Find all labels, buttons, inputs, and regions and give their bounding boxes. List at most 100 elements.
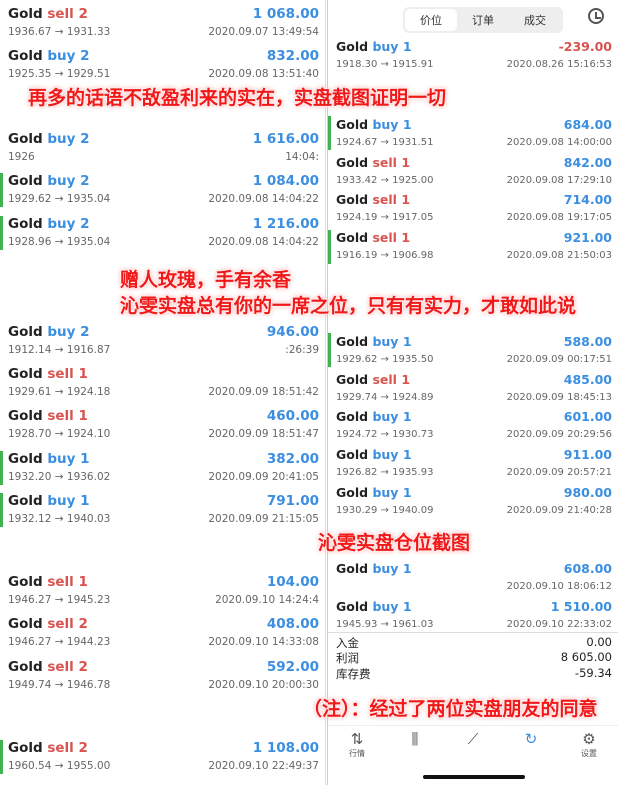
side: buy xyxy=(47,215,76,232)
nav-item[interactable]: ⫼ xyxy=(395,730,435,771)
trade-row[interactable]: Gold buy 2 946.00 1912.14 → 1916.87:26:39 xyxy=(0,322,325,360)
trade-row[interactable]: Gold buy 1 608.00 2020.09.10 18:06:12 xyxy=(328,559,618,597)
trade-title: Gold buy 2 xyxy=(8,216,90,232)
trade-title: Gold buy 2 xyxy=(8,324,90,340)
left-trade-history: Gold sell 2 1 068.00 1936.67 → 1931.33 2020… xyxy=(0,0,326,785)
closed-marker xyxy=(0,215,3,250)
trade-title: Gold buy 1 xyxy=(336,599,412,614)
trade-title: Gold sell 1 xyxy=(336,192,410,207)
volume: 2 xyxy=(80,215,90,232)
trade-row[interactable]: Gold buy 1 791.00 1932.12 → 1940.03 2020.09… xyxy=(0,491,325,529)
trade-row[interactable]: Gold buy 1 -239.00 1918.30 → 1915.91 2020.0… xyxy=(328,36,618,74)
symbol: Gold xyxy=(336,484,369,500)
volume: 1 xyxy=(80,450,90,467)
trade-row[interactable]: Gold buy 1 684.00 1924.67 → 1931.51 2020.09… xyxy=(328,114,618,152)
symbol: Gold xyxy=(8,450,43,467)
volume: 1 xyxy=(401,230,411,246)
trade-row[interactable]: Gold sell 2 408.00 1946.27 → 1944.23 2020.0… xyxy=(0,614,325,652)
clock-icon[interactable] xyxy=(588,8,604,24)
volume: 1 xyxy=(402,447,412,463)
trade-row[interactable]: Gold buy 1 601.00 1924.72 → 1930.73 2020.09… xyxy=(328,407,618,445)
trade-row[interactable]: Gold sell 1 104.00 1946.27 → 1945.23 2020.0… xyxy=(0,572,325,610)
volume: 1 xyxy=(402,38,412,54)
symbol: Gold xyxy=(8,573,43,590)
profit: 921.00 xyxy=(563,230,612,246)
profit: 714.00 xyxy=(563,192,612,208)
nav-item[interactable]: ⟋ xyxy=(453,730,493,771)
overlay-band-1: 再多的话语不敌盈利来的实在，实盘截图证明一切 xyxy=(0,85,618,111)
symbol: Gold xyxy=(8,323,43,340)
trade-title: Gold sell 2 xyxy=(8,740,88,756)
tab-orders[interactable]: 订单 xyxy=(472,14,494,27)
tab-price[interactable]: 价位 xyxy=(405,9,457,31)
trade-row[interactable]: Gold sell 2 592.00 1949.74 → 1946.78 2020.0… xyxy=(0,657,325,695)
trade-row[interactable]: Gold buy 1 588.00 1929.62 → 1935.50 2020.09… xyxy=(328,331,618,369)
closed-marker xyxy=(0,173,3,208)
trade-title: Gold sell 2 xyxy=(8,6,88,22)
gear-icon: ⚙ xyxy=(582,729,596,748)
volume: 1 xyxy=(402,409,412,425)
trade-row[interactable]: Gold buy 1 980.00 1930.29 → 1940.09 2020.09… xyxy=(328,482,618,520)
volume: 1 xyxy=(401,192,411,208)
trade-row[interactable]: Gold sell 1 842.00 1933.42 → 1925.00 2020.0… xyxy=(328,152,618,190)
time: 2020.09.08 14:04:22 xyxy=(208,235,319,248)
side: sell xyxy=(47,366,74,382)
closed-marker xyxy=(328,116,331,151)
profit: 1 510.00 xyxy=(550,599,612,615)
side: sell xyxy=(47,658,74,675)
side: sell xyxy=(47,616,74,633)
volume: 1 xyxy=(78,366,88,382)
nav-label: 行情 xyxy=(349,748,365,758)
profit: 842.00 xyxy=(563,154,612,170)
profit: 1 216.00 xyxy=(252,215,319,232)
trade-row[interactable]: Gold buy 2 1 616.00 1926 14:04: xyxy=(0,129,325,167)
trade-row[interactable]: Gold buy 2 832.00 1925.35 → 1929.51 2020.09… xyxy=(0,46,325,84)
trade-title: Gold buy 1 xyxy=(336,117,412,132)
trade-row[interactable]: Gold buy 1 911.00 1926.82 → 1935.93 2020.09… xyxy=(328,445,618,483)
time: 2020.09.09 18:45:13 xyxy=(506,391,612,403)
trade-row[interactable]: Gold sell 1 485.00 1929.74 → 1924.89 2020.0… xyxy=(328,369,618,407)
side: sell xyxy=(47,740,74,757)
history-icon: ↻ xyxy=(524,729,538,748)
tab-deals[interactable]: 成交 xyxy=(524,14,546,27)
trade-row[interactable]: Gold sell 2 1 108.00 1960.54 → 1955.00 2020… xyxy=(0,738,325,776)
time: 2020.09.08 19:17:05 xyxy=(506,212,612,224)
profit: 601.00 xyxy=(563,409,612,425)
time: 2020.09.09 18:51:47 xyxy=(208,428,319,441)
trade-row[interactable]: Gold sell 1 1929.61 → 1924.18 2020.09.09 1… xyxy=(0,364,325,402)
side: buy xyxy=(372,484,399,500)
trade-row[interactable]: Gold buy 2 1 216.00 1928.96 → 1935.04 2020.… xyxy=(0,214,325,252)
trade-row[interactable]: Gold buy 1 1 510.00 1945.93 → 1961.03 2020.… xyxy=(328,597,618,635)
prices: 1932.12 → 1940.03 xyxy=(8,512,111,525)
profit: 460.00 xyxy=(266,408,319,425)
volume: 1 xyxy=(78,573,88,590)
summary-deposit: 入金 0.00 xyxy=(336,635,612,651)
trade-row[interactable]: Gold sell 1 714.00 1924.19 → 1917.05 2020.0… xyxy=(328,190,618,228)
trade-row[interactable]: Gold sell 2 1 068.00 1936.67 → 1931.33 2020… xyxy=(0,4,325,42)
prices: 1924.19 → 1917.05 xyxy=(336,212,434,224)
side: buy xyxy=(372,447,399,463)
profit: 592.00 xyxy=(266,658,319,675)
side: sell xyxy=(47,408,74,425)
trade-title: Gold buy 1 xyxy=(336,485,412,500)
prices: 1926.82 → 1935.93 xyxy=(336,467,434,479)
side: sell xyxy=(47,6,74,22)
trade-row[interactable]: Gold sell 1 921.00 1916.19 → 1906.98 2020.0… xyxy=(328,228,618,266)
time: 2020.09.09 20:57:21 xyxy=(506,467,612,479)
time: 14:04: xyxy=(285,151,319,164)
volume: 1 xyxy=(402,333,412,349)
trade-row[interactable]: Gold buy 2 1 084.00 1929.62 → 1935.04 2020.… xyxy=(0,171,325,209)
trade-row[interactable]: Gold sell 1 460.00 1928.70 → 1924.10 2020.0… xyxy=(0,406,325,444)
deposit-label: 入金 xyxy=(336,635,359,650)
prices: 1930.29 → 1940.09 xyxy=(336,504,434,516)
bottom-nav: ⇅ 行情 ⫼ ⟋ ↻ ⚙ 设置 xyxy=(328,724,618,771)
nav-item[interactable]: ↻ xyxy=(511,730,551,771)
side: buy xyxy=(47,323,76,340)
nav-item[interactable]: ⚙ 设置 xyxy=(569,730,609,771)
deposit-value: 0.00 xyxy=(586,634,612,649)
nav-item[interactable]: ⇅ 行情 xyxy=(337,730,377,771)
prices: 1926 xyxy=(8,151,35,164)
symbol: Gold xyxy=(8,658,43,675)
trade-row[interactable]: Gold buy 1 382.00 1932.20 → 1936.02 2020.09… xyxy=(0,449,325,487)
time: 2020.09.09 18:51:42 xyxy=(208,386,319,398)
